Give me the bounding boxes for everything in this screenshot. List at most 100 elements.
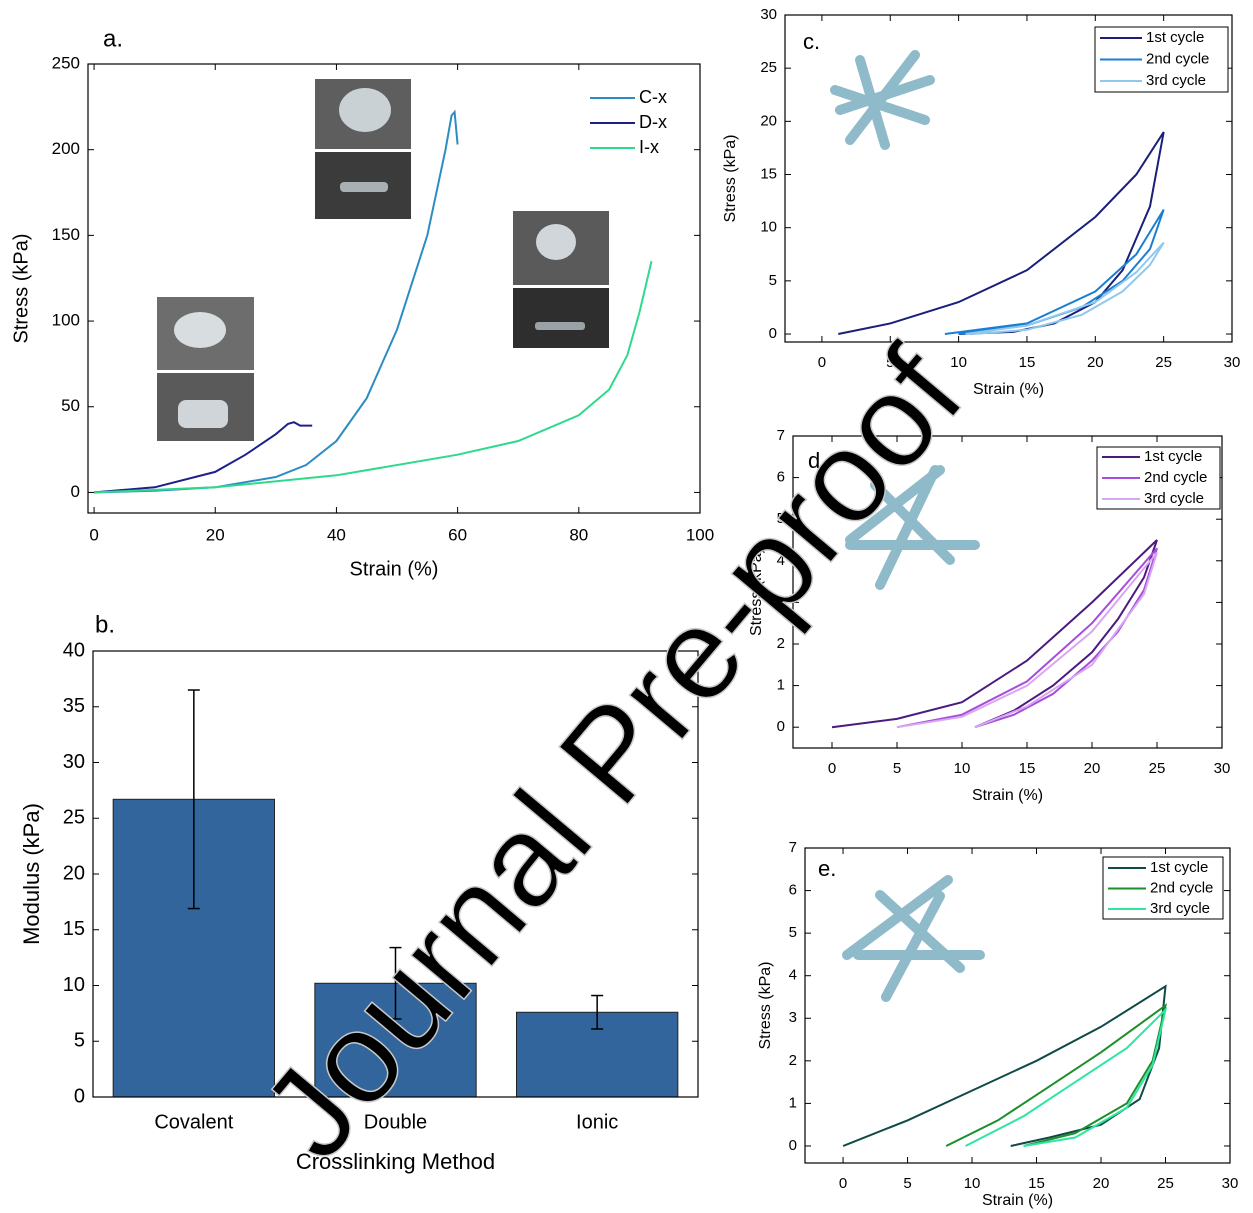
x-tick-label: 10 (950, 354, 967, 371)
y-axis-title: Stress (kPa) (722, 134, 739, 222)
legend-label: 3rd cycle (1150, 900, 1210, 917)
panel: c. Strain (%) Stress (kPa) 0 5 10 15 20 25 30 0 5 10… (722, 6, 1240, 398)
y-tick-label: 5 (789, 924, 797, 941)
data-line (94, 260, 653, 494)
x-tick-label: 40 (327, 525, 346, 544)
y-tick-label: 0 (74, 1085, 85, 1107)
y-tick-label: 0 (777, 718, 785, 735)
x-tick-label: 10 (964, 1175, 981, 1192)
plot-frame (92, 650, 699, 1098)
y-tick-label: 25 (760, 59, 777, 76)
x-tick-label: 0 (839, 1175, 847, 1192)
y-tick-label: 35 (63, 695, 85, 717)
data-line (945, 1003, 1168, 1147)
legend-label: 2nd cycle (1144, 469, 1207, 486)
y-tick-label: 1 (777, 677, 785, 694)
x-axis-title: Strain (%) (982, 1192, 1053, 1209)
panel-label: a. (103, 25, 123, 52)
y-tick-label: 40 (63, 639, 85, 661)
y-tick-label: 30 (760, 6, 777, 23)
x-tick-label: 25 (1157, 1175, 1174, 1192)
y-tick-label: 6 (777, 469, 785, 486)
x-tick-label: Double (364, 1111, 427, 1133)
y-tick-label: 0 (71, 482, 80, 501)
data-line (965, 241, 1165, 335)
photo-inset (157, 79, 609, 441)
x-tick-label: Covalent (154, 1111, 233, 1133)
plot-frame (792, 435, 1223, 749)
y-tick-label: 15 (760, 165, 777, 182)
panel: b. Crosslinking Method Modulus (kPa) 0 5 10 15… (19, 611, 699, 1174)
x-tick-label: 20 (1084, 760, 1101, 777)
panel-label: c. (803, 29, 820, 54)
schematic (830, 50, 985, 1002)
panel: e. Strain (%) Stress (kPa) 0 1 2 3 4 5 6 7 0 5 10 15 20… (757, 839, 1238, 1209)
legend-label: 2nd cycle (1146, 50, 1209, 67)
x-axis-title: Strain (%) (973, 381, 1044, 398)
x-tick-label: 30 (1224, 354, 1241, 371)
x-axis-title: Crosslinking Method (296, 1149, 495, 1174)
y-tick-label: 20 (760, 112, 777, 129)
y-tick-label: 100 (52, 311, 80, 330)
y-tick-label: 1 (789, 1094, 797, 1111)
y-tick-label: 25 (63, 807, 85, 829)
y-tick-label: 0 (789, 1137, 797, 1154)
x-tick-label: 0 (89, 525, 98, 544)
legend-label: 3rd cycle (1144, 490, 1204, 507)
legend-label: 1st cycle (1144, 448, 1202, 465)
x-tick-label: 15 (1019, 760, 1036, 777)
y-tick-label: 150 (52, 225, 80, 244)
x-axis-title: Strain (%) (350, 558, 439, 580)
x-tick-label: 0 (828, 760, 836, 777)
y-tick-label: 7 (789, 839, 797, 856)
legend-label: 1st cycle (1146, 29, 1204, 46)
legend-label: I-x (639, 137, 659, 157)
panel-label: d (808, 448, 820, 473)
legend-label: 3rd cycle (1146, 72, 1206, 89)
x-tick-label: 20 (206, 525, 225, 544)
y-tick-label: 10 (760, 219, 777, 236)
x-tick-label: 5 (903, 1175, 911, 1192)
panel-label: e. (818, 856, 836, 881)
y-axis-title: Modulus (kPa) (19, 803, 44, 945)
y-tick-label: 5 (769, 272, 777, 289)
x-tick-label: 25 (1149, 760, 1166, 777)
plot-frame (804, 847, 1231, 1164)
y-tick-label: 4 (789, 967, 797, 984)
x-tick-label: 20 (1087, 354, 1104, 371)
x-tick-label: 15 (1028, 1175, 1045, 1192)
x-tick-label: 20 (1093, 1175, 1110, 1192)
panel: d Strain (%) Stress (kPa) 0 1 2 3 4 5 6 7 0 5 10 15 20 2… (748, 427, 1230, 804)
data-line (896, 551, 1158, 729)
x-tick-label: 15 (1019, 354, 1036, 371)
y-axis-title: Stress (kPa) (10, 233, 32, 343)
y-tick-label: 2 (789, 1052, 797, 1069)
x-tick-label: Ionic (576, 1111, 618, 1133)
y-tick-label: 15 (63, 918, 85, 940)
y-axis-title: Stress (kPa) (748, 548, 765, 636)
y-tick-label: 50 (61, 396, 80, 415)
x-tick-label: 100 (686, 525, 714, 544)
panel-label: b. (95, 611, 115, 638)
data-line (842, 984, 1167, 1147)
data-line (896, 547, 1158, 729)
plot-frame (87, 63, 701, 514)
data-line (838, 131, 1165, 335)
x-tick-label: 10 (954, 760, 971, 777)
y-tick-label: 5 (777, 510, 785, 527)
y-tick-label: 30 (63, 751, 85, 773)
y-tick-label: 3 (777, 593, 785, 610)
x-tick-label: 5 (886, 354, 894, 371)
x-tick-label: 25 (1155, 354, 1172, 371)
y-tick-label: 20 (63, 862, 85, 884)
x-tick-label: 30 (1214, 760, 1231, 777)
y-tick-label: 250 (52, 53, 80, 72)
data-line (965, 1006, 1168, 1147)
x-tick-label: 0 (818, 354, 826, 371)
y-tick-label: 5 (74, 1030, 85, 1052)
y-tick-label: 200 (52, 139, 80, 158)
y-axis-title: Stress (kPa) (757, 961, 774, 1049)
panel: a. Strain (%) Stress (kPa) 0 50 100 150 200 250 0… (10, 25, 714, 580)
y-tick-label: 4 (777, 552, 785, 569)
